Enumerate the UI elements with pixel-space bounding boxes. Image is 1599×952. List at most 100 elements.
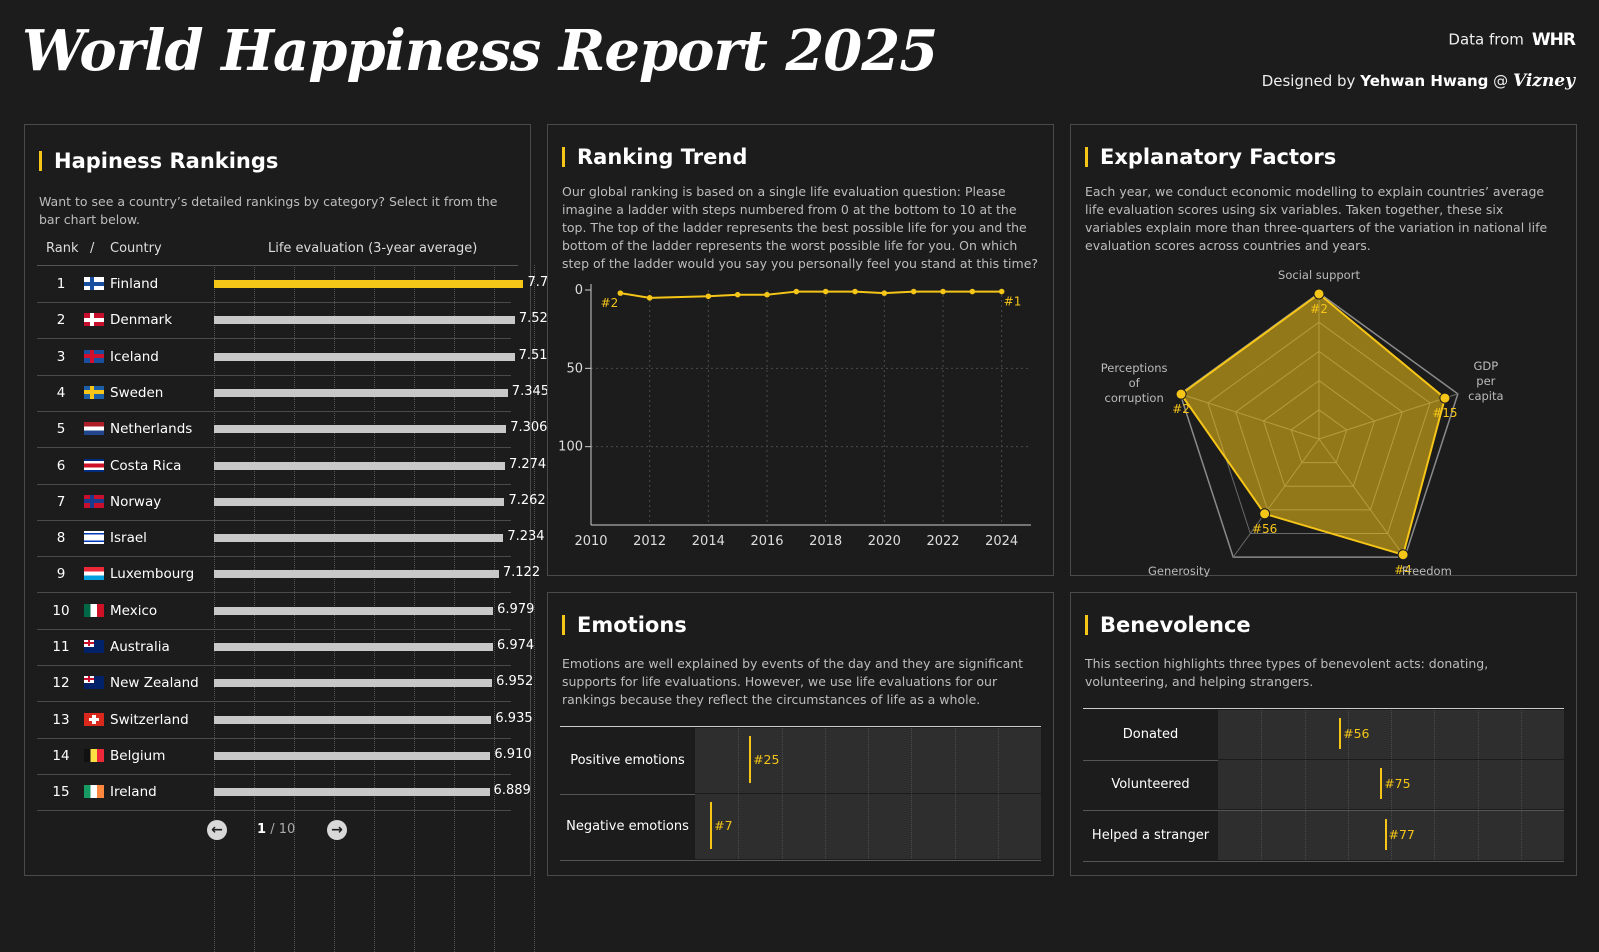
rank-label: 12: [52, 675, 70, 692]
country-label: Iceland: [110, 348, 159, 365]
rank-mark: [710, 802, 713, 849]
grid-line: [781, 728, 783, 793]
pagination: ← 1 / 10 →: [25, 820, 530, 846]
flag-icon: [84, 640, 104, 653]
list-item[interactable]: Volunteered #75: [1083, 759, 1564, 811]
rank-label: 13: [52, 711, 70, 728]
prev-page-button[interactable]: ←: [207, 820, 227, 840]
table-row[interactable]: 15 Ireland 6.889: [37, 774, 531, 812]
grid-line: [534, 265, 535, 952]
table-row[interactable]: 7 Norway 7.262: [37, 484, 546, 521]
rank-mark: [1380, 768, 1383, 799]
designer-name: Yehwan Hwang: [1360, 72, 1489, 90]
data-point: [940, 288, 946, 295]
grid-line: [1434, 760, 1436, 809]
data-point: [998, 288, 1005, 295]
flag-icon: [84, 313, 104, 327]
data-point: [705, 293, 712, 300]
rank-label: 10: [52, 602, 70, 619]
list-item[interactable]: Helped a stranger #77: [1083, 810, 1564, 862]
bar-mark[interactable]: [214, 425, 507, 434]
list-item[interactable]: Positive emotions #25: [560, 726, 1041, 795]
bar-mark[interactable]: [214, 715, 492, 724]
whr-logo[interactable]: WHR: [1531, 30, 1576, 50]
data-from-label: Data from: [1448, 30, 1524, 49]
factors-panel: Explanatory Factors Each year, we conduc…: [1070, 124, 1577, 577]
rank-track: #7: [695, 794, 1041, 859]
bar-mark[interactable]: [214, 570, 499, 579]
axis-label: per: [1476, 374, 1495, 388]
bar-mark[interactable]: [214, 679, 493, 688]
x-tick-label: 2020: [868, 534, 901, 549]
grid-line: [1477, 710, 1479, 759]
country-label: Belgium: [110, 747, 166, 764]
data-point: [646, 295, 653, 301]
bar-mark[interactable]: [214, 606, 494, 615]
value-label: 6.952: [496, 674, 534, 690]
radar-point: [1313, 288, 1325, 300]
table-row[interactable]: 3 Iceland 7.515: [37, 339, 556, 376]
vizney-logo[interactable]: Vizney: [1512, 71, 1575, 91]
grid-line: [954, 794, 956, 859]
bar-mark[interactable]: [214, 461, 505, 470]
bar-mark[interactable]: [214, 788, 490, 797]
list-item[interactable]: Negative emotions #7: [560, 793, 1041, 861]
grid-line: [911, 794, 913, 859]
grid-line: [1261, 760, 1263, 809]
country-label: Ireland: [110, 784, 157, 801]
bar-mark[interactable]: [214, 352, 515, 361]
table-row[interactable]: 5 Netherlands 7.306: [37, 411, 547, 449]
country-label: Norway: [110, 493, 162, 510]
table-row[interactable]: 8 Israel 7.234: [37, 520, 545, 558]
table-row[interactable]: 12 New Zealand 6.952: [37, 665, 533, 703]
bar-mark[interactable]: [214, 534, 504, 543]
data-point: [734, 291, 741, 298]
bar-mark[interactable]: [214, 316, 515, 325]
axis-label: GDP: [1474, 359, 1499, 373]
axis-label: Generosity: [1148, 564, 1211, 577]
page-indicator: 1 / 10: [257, 822, 295, 837]
next-page-button[interactable]: →: [327, 820, 347, 840]
y-tick-label: 0: [575, 283, 583, 298]
bar-mark[interactable]: [214, 497, 505, 506]
page-title: World Happiness Report 2025: [22, 18, 938, 84]
table-row[interactable]: 2 Denmark 7.521: [37, 302, 556, 340]
table-row[interactable]: 4 Sweden 7.345: [37, 375, 549, 412]
grid-line: [1347, 811, 1349, 860]
bar-mark[interactable]: [214, 751, 491, 760]
table-row[interactable]: 9 Luxembourg 7.122: [37, 556, 540, 594]
radar-point: [1439, 392, 1451, 404]
flag-icon: [84, 349, 104, 363]
table-row[interactable]: 13 Switzerland 6.935: [37, 702, 533, 739]
list-item[interactable]: Donated #56: [1083, 708, 1564, 761]
rank-label: #56: [1343, 725, 1370, 741]
bar-mark[interactable]: [214, 643, 493, 651]
grid-line: [824, 794, 826, 859]
table-row[interactable]: 11 Australia 6.974: [37, 629, 534, 666]
table-row[interactable]: 1Finland7.736: [37, 266, 565, 303]
grid-line: [1391, 760, 1392, 809]
row-label: Helped a stranger: [1091, 828, 1210, 843]
rankings-panel: Hapiness Rankings Want to see a country’…: [24, 124, 565, 952]
bar-mark[interactable]: [214, 280, 524, 288]
value-header: Life evaluation (3-year average): [268, 241, 478, 256]
value-label: 6.910: [494, 746, 532, 762]
trend-panel: Ranking Trend Our global ranking is base…: [547, 124, 1054, 576]
bar-mark[interactable]: [214, 388, 508, 397]
table-row[interactable]: 6 Costa Rica 7.274: [37, 448, 546, 485]
x-tick-label: 2022: [926, 534, 959, 549]
rank-mark: [1384, 819, 1387, 850]
value-label: 7.515: [518, 347, 556, 363]
grid-line: [1304, 811, 1306, 860]
grid-line: [1391, 710, 1392, 759]
table-row[interactable]: 10 Mexico 6.979: [37, 593, 534, 630]
table-row[interactable]: 14 Belgium 6.910: [37, 738, 532, 775]
value-label: 7.234: [507, 529, 545, 545]
data-point: [822, 288, 829, 295]
rank-label: 14: [52, 747, 70, 764]
rank-track: #77: [1218, 811, 1564, 860]
y-tick-label: 50: [566, 361, 583, 376]
at-sign: @: [1493, 72, 1509, 90]
last-rank-label: #1: [1004, 295, 1022, 309]
arrow-right-icon: →: [331, 822, 343, 838]
